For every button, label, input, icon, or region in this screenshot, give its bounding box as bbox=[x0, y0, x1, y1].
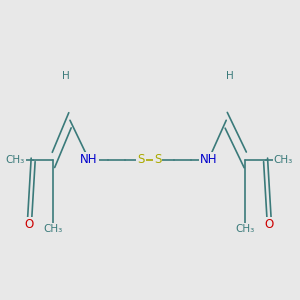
Text: O: O bbox=[25, 218, 34, 231]
Text: CH₃: CH₃ bbox=[44, 224, 63, 234]
Text: H: H bbox=[62, 71, 70, 81]
Text: H: H bbox=[226, 71, 234, 81]
Text: CH₃: CH₃ bbox=[236, 224, 255, 234]
Text: O: O bbox=[265, 218, 274, 231]
Text: CH₃: CH₃ bbox=[6, 155, 25, 165]
Text: S: S bbox=[154, 153, 161, 167]
Text: NH: NH bbox=[80, 153, 98, 167]
Text: S: S bbox=[137, 153, 145, 167]
Text: NH: NH bbox=[200, 153, 217, 167]
Text: CH₃: CH₃ bbox=[274, 155, 293, 165]
